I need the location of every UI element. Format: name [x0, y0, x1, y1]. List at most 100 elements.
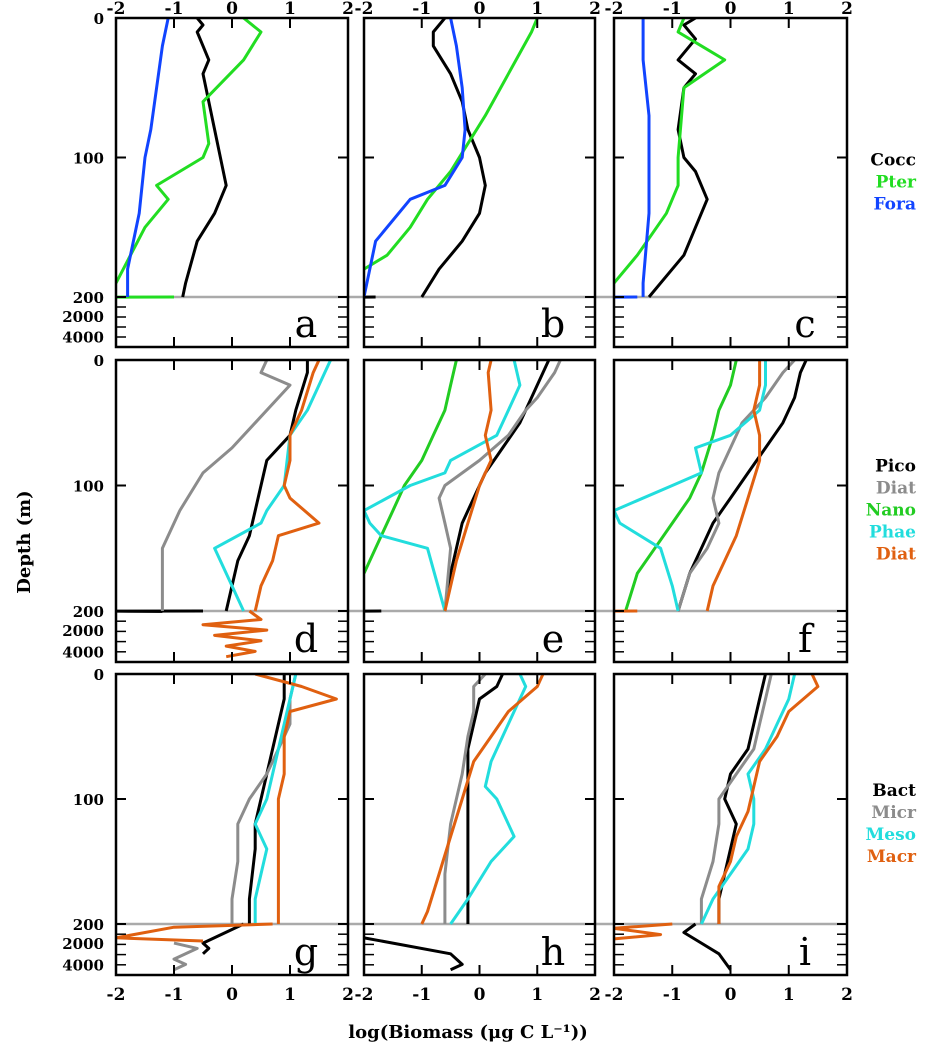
series-line-fora	[364, 18, 467, 298]
series-line-diat	[253, 360, 321, 612]
series-line-phae	[213, 360, 332, 612]
series-line-fora	[126, 18, 170, 297]
y-axis-title: Depth (m)	[14, 490, 35, 593]
deep-series-line-diat	[201, 609, 269, 659]
series-line-pter	[364, 18, 539, 271]
x-tick-label: 1	[531, 985, 543, 1005]
series-line-pico	[443, 360, 551, 612]
x-tick-label: -2	[605, 985, 624, 1005]
series-line-meso	[253, 674, 298, 924]
panel-frame	[612, 358, 849, 664]
legend-entry: Nano	[866, 501, 916, 521]
series-line-pter	[614, 18, 727, 285]
x-tick-label: 2	[841, 985, 853, 1005]
x-tick-label: 1	[284, 985, 296, 1005]
depth-tick-label: 200	[73, 603, 104, 621]
x-tick-label: 0	[725, 985, 737, 1005]
series-line-bact	[247, 674, 286, 924]
x-tick-label: -2	[605, 0, 624, 19]
legend-entry: Meso	[865, 825, 916, 845]
panel-letter: b	[541, 302, 565, 346]
depth-tick-label: 4000	[62, 643, 104, 661]
series-line-diat	[160, 360, 292, 611]
series-line-macr	[254, 674, 338, 924]
x-tick-label: -1	[165, 0, 184, 19]
legend-entry: Micr	[871, 803, 917, 823]
x-tick-label: -2	[107, 985, 126, 1005]
series-line-cocc	[647, 18, 709, 298]
series-line-pico	[224, 360, 309, 612]
depth-tick-label: 100	[73, 150, 104, 168]
x-axis-title: log(Biomass (μg C L⁻¹))	[348, 1022, 587, 1043]
panel-letter: d	[294, 617, 318, 661]
x-tick-label: 0	[474, 0, 486, 19]
panel-frame	[612, 672, 849, 977]
legend-entry: Diat	[876, 479, 916, 499]
series-line-cocc	[420, 18, 487, 298]
panel-letter: i	[799, 930, 811, 974]
x-tick-label: 1	[531, 0, 543, 19]
x-tick-label: 0	[725, 0, 737, 19]
legend-entry: Bact	[872, 781, 916, 801]
depth-tick-label: 4000	[62, 956, 104, 974]
legend-entry: Macr	[867, 847, 917, 867]
legend-entry: Pico	[875, 457, 916, 477]
series-line-nano	[364, 360, 458, 575]
series-line-macr	[420, 674, 545, 925]
series-line-macr	[717, 674, 820, 924]
panel-letter: a	[295, 302, 318, 346]
deep-series-line-bact	[682, 922, 732, 971]
x-tick-label: -1	[663, 985, 682, 1005]
series-line-pter	[116, 18, 263, 284]
depth-tick-label: 100	[73, 791, 104, 809]
depth-tick-label: 200	[73, 289, 104, 307]
depth-tick-label: 2000	[62, 308, 104, 326]
series-line-nano	[624, 360, 738, 612]
x-tick-label: 0	[226, 985, 238, 1005]
x-tick-label: -2	[355, 0, 374, 19]
x-tick-label: -2	[355, 985, 374, 1005]
series-line-diat	[437, 360, 562, 612]
series-line-micr	[443, 674, 487, 924]
legend-entry: Phae	[869, 523, 916, 543]
depth-tick-label: 0	[94, 10, 104, 28]
series-line-meso	[700, 674, 797, 925]
depth-tick-label: 0	[94, 352, 104, 370]
x-tick-label: -1	[412, 0, 431, 19]
deep-series-line-macr	[116, 922, 273, 943]
series-line-pico	[676, 360, 808, 612]
depth-tick-label: 200	[73, 916, 104, 934]
x-tick-label: -1	[412, 985, 431, 1005]
panel-letter: c	[794, 302, 815, 346]
series-line-phae	[364, 360, 522, 612]
series-line-diat	[705, 360, 762, 612]
depth-tick-label: 2000	[62, 935, 104, 953]
depth-tick-label: 4000	[62, 329, 104, 347]
deep-series-line-bact	[364, 936, 464, 972]
depth-tick-label: 2000	[62, 622, 104, 640]
series-line-diat	[676, 360, 796, 612]
x-tick-label: 2	[589, 0, 601, 19]
series-line-bact	[466, 674, 504, 924]
x-tick-label: -2	[107, 0, 126, 19]
x-tick-label: -1	[663, 0, 682, 19]
panel-letter: g	[294, 930, 318, 974]
series-line-diat	[443, 360, 493, 612]
series-line-phae	[614, 360, 767, 612]
panel-letter: h	[541, 930, 565, 974]
legend-entry: Fora	[874, 195, 916, 215]
x-tick-label: 2	[841, 0, 853, 19]
series-line-fora	[641, 18, 651, 297]
deep-series-line-micr	[172, 941, 199, 972]
panel-letter: f	[798, 617, 815, 661]
panel-letter: e	[542, 617, 565, 661]
x-tick-label: 2	[342, 0, 354, 19]
x-tick-label: -1	[165, 985, 184, 1005]
deep-series-line-pico	[116, 609, 204, 613]
x-tick-label: 0	[226, 0, 238, 19]
series-line-bact	[717, 674, 767, 924]
deep-series-line-macr	[614, 922, 673, 941]
legend-entry: Diat	[876, 545, 916, 565]
x-tick-label: 1	[783, 985, 795, 1005]
